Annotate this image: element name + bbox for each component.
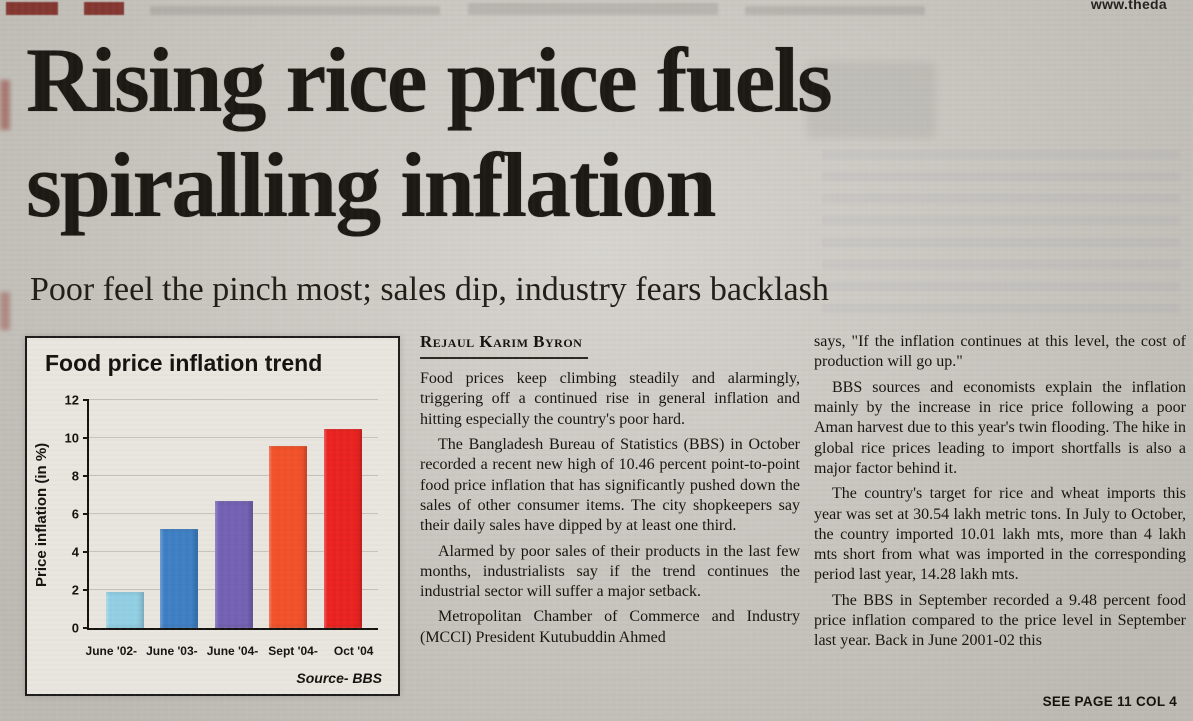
scan-artifact-ghost-text [745,6,925,15]
article-paragraph: says, "If the inflation continues at thi… [814,333,1186,371]
chart-gridline [89,437,378,438]
scan-artifact-ghost-text [150,6,440,15]
scan-artifact-red-smudge [0,292,10,330]
article-paragraph: The country's target for rice and wheat … [814,485,1186,584]
headline-line-2: spiralling inflation [26,133,716,236]
chart-bar-3 [214,500,253,628]
chart-y-axis-label: Price inflation (in %) [33,442,50,588]
scan-artifact-bleedthrough [822,150,1180,318]
chart-y-tick-mark [83,437,89,439]
chart-bar-5 [323,428,362,628]
chart-x-tick-label: Sept '04- [268,644,318,658]
chart-gridline [89,399,378,400]
headline: Rising rice price fuels spiralling infla… [26,28,833,238]
chart-bar-1 [105,591,144,628]
chart-y-tick-mark [83,589,89,592]
byline-text: Rejaul Karim Byron [420,332,583,351]
chart-x-tick-label: Oct '04 [333,644,374,658]
chart-y-tick-label: 0 [71,620,79,636]
chart-x-tick-label: June '03- [146,644,198,658]
article-column-2: says, "If the inflation continues at thi… [814,332,1186,657]
chart-x-tick-label: June '04- [206,644,259,658]
chart-x-tick-label: June '02- [85,644,138,658]
headline-line-1: Rising rice price fuels [26,29,833,131]
chart-x-axis-labels: June '02- June '03- June '04- Sept '04- Oct … [81,644,384,658]
chart-y-tick-mark [83,627,89,629]
article-paragraph: BBS sources and economists explain the i… [814,378,1186,477]
column-1-text: Food prices keep climbing steadily and a… [420,369,800,648]
scan-artifact-red-smudge [0,80,10,130]
chart-y-tick-mark [83,513,89,515]
chart-y-tick-mark [83,551,89,554]
chart-title: Food price inflation trend [45,350,323,376]
chart-y-tick-mark [83,475,89,478]
chart-bar-2 [160,529,198,628]
column-2-text: says, "If the inflation continues at thi… [814,332,1186,652]
chart-plot: 0 2 4 6 8 10 12 [65,393,378,636]
chart-bar-4 [269,445,307,628]
scan-artifact-ghost-text [468,3,718,15]
article-paragraph: The Bangladesh Bureau of Statistics (BBS… [420,435,800,535]
masthead-url-fragment: www.theda [1090,0,1167,12]
article-column-1: Rejaul Karim Byron Food prices keep clim… [420,332,800,653]
chart-y-tick-label: 12 [64,392,79,408]
article-paragraph: Alarmed by poor sales of their products … [420,542,800,601]
chart-source-note: Source- BBS [296,670,382,686]
scan-artifact-red-box [84,2,124,15]
scan-artifact-red-box [6,2,58,15]
chart-y-tick-label: 2 [71,582,79,598]
byline: Rejaul Karim Byron [420,332,588,359]
chart-gridline [89,475,378,477]
article-paragraph: Food prices keep climbing steadily and a… [420,370,800,428]
subheadline: Poor feel the pinch most; sales dip, ind… [30,271,829,308]
chart-y-tick-label: 10 [64,430,79,446]
article-paragraph: Metropolitan Chamber of Commerce and Ind… [420,608,800,646]
chart-y-tick-label: 4 [71,544,79,560]
continuation-notice: SEE PAGE 11 COL 4 [1042,694,1177,709]
chart-y-tick-mark [83,399,89,401]
chart-y-tick-label: 8 [71,468,79,484]
chart-y-tick-label: 6 [71,506,79,522]
chart-figure: Food price inflation trend Price inflati… [25,336,400,696]
article-paragraph: The BBS in September recorded a 9.48 per… [814,591,1186,650]
